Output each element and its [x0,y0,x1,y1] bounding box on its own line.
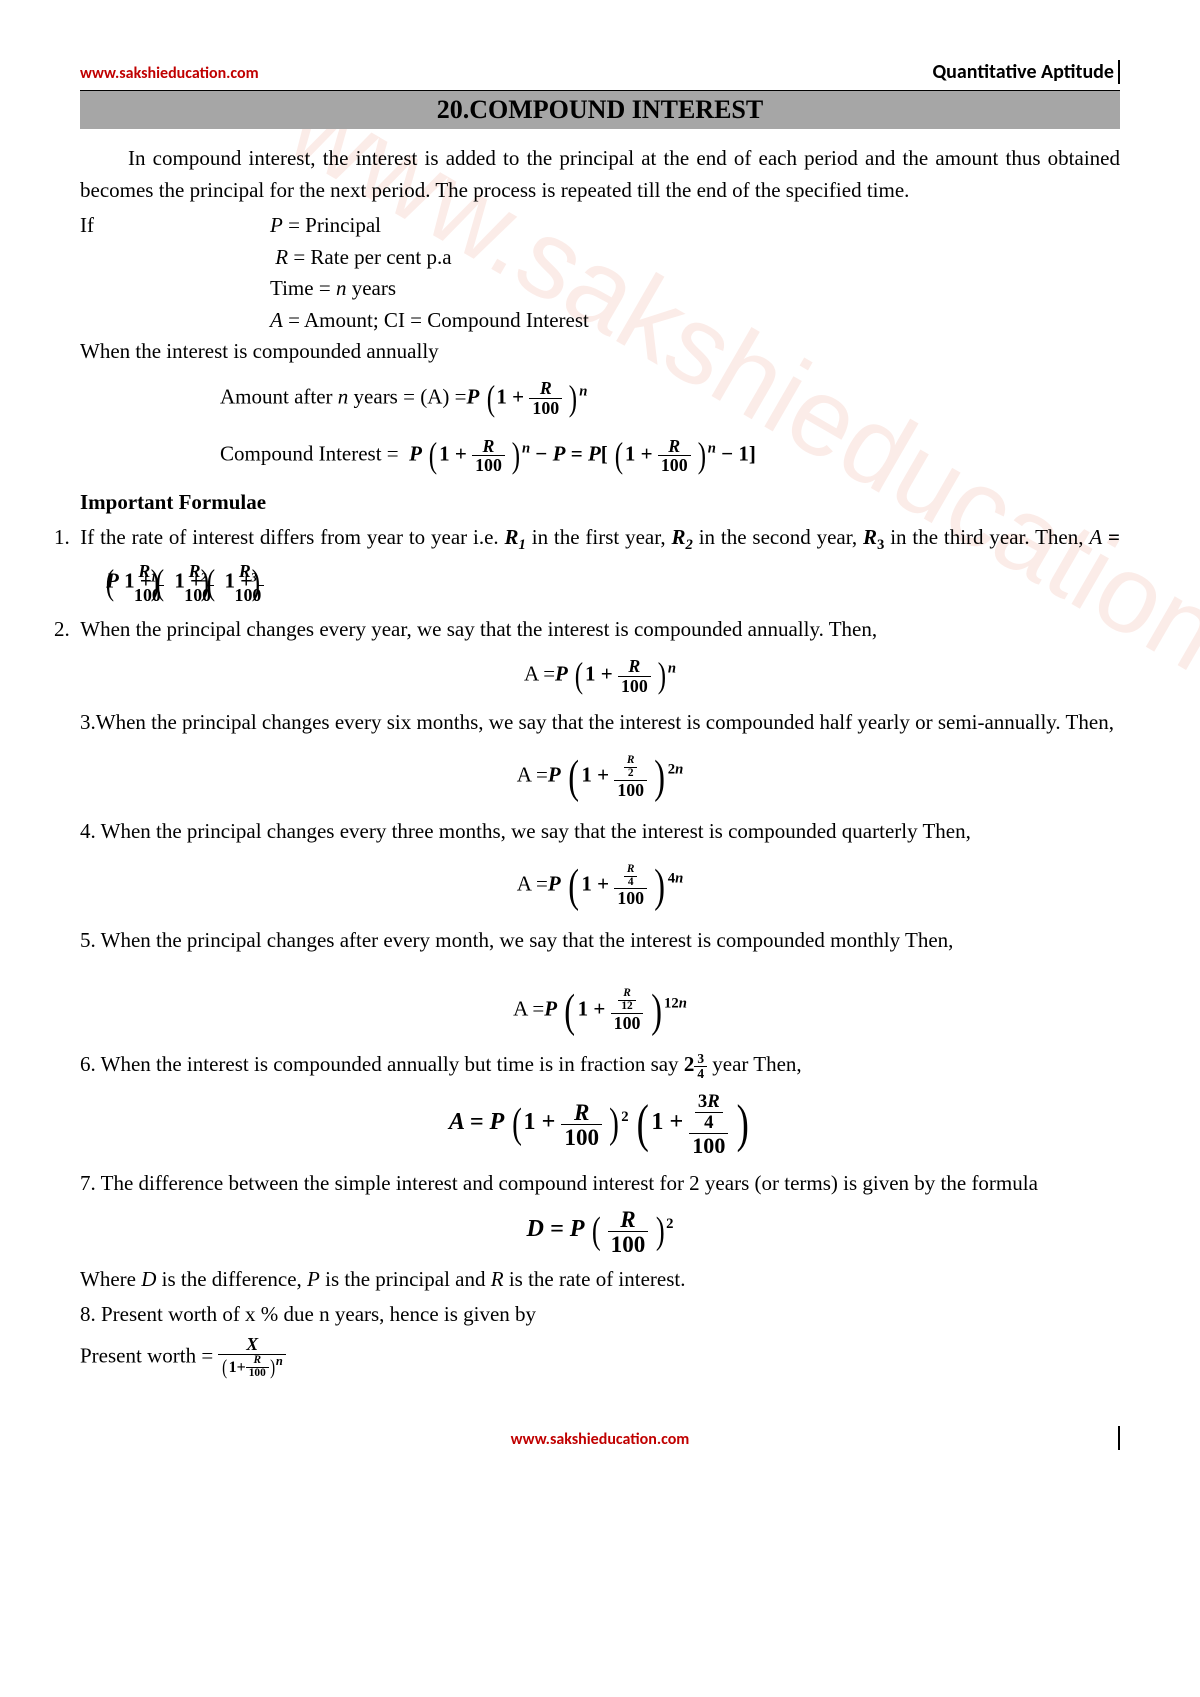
footer-url: www.sakshieducation.com [511,1430,690,1449]
page-footer: www.sakshieducation.com [80,1430,1120,1449]
def-amount: A = Amount; CI = Compound Interest [270,305,589,337]
formula-amount-annual: Amount after n years = (A) =P (1 + R100 … [80,372,1120,426]
header-subject: Quantitative Aptitude [932,60,1120,84]
formula-7-eq: D = P ( R100 )2 [80,1203,1120,1260]
important-formulae-heading: Important Formulae [80,487,1120,519]
def-principal: P = Principal [270,210,381,242]
formula-5: 5. When the principal changes after ever… [80,925,1120,957]
formula-5-eq: A =P (1 + R12100 )12n [80,976,1120,1045]
header-url: www.sakshieducation.com [80,64,259,83]
def-rate: R = Rate per cent p.a [270,242,452,274]
formula-8: 8. Present worth of x % due n years, hen… [80,1299,1120,1331]
formula-2-eq: A =P (1 + R100 )n [80,649,1120,703]
annual-heading: When the interest is compounded annually [80,336,1120,368]
formula-7-note: Where D is the difference, P is the prin… [80,1264,1120,1296]
formula-2: 2. When the principal changes every year… [80,614,1120,646]
document-body: In compound interest, the interest is ad… [80,143,1120,1380]
formula-7: 7. The difference between the simple int… [80,1168,1120,1200]
formula-4: 4. When the principal changes every thre… [80,816,1120,848]
formula-3: 3.When the principal changes every six m… [80,707,1120,739]
formula-8-eq: Present worth = X (1+R100)n [80,1335,1120,1380]
formula-6-eq: A = P (1 + R100 )2 (1 + 3R4100 ) [80,1085,1120,1164]
formula-ci-annual: Compound Interest = P (1 + R100 )n − P =… [80,429,1120,483]
page-header: www.sakshieducation.com Quantitative Apt… [80,60,1120,84]
formula-6: 6. When the interest is compounded annua… [80,1049,1120,1081]
label-if: If [80,210,270,242]
formula-3-eq: A =P (1 + R2100 )2n [80,742,1120,811]
formula-1: 1. If the rate of interest differs from … [80,522,1120,610]
chapter-title: 20.COMPOUND INTEREST [80,90,1120,129]
def-time: Time = n years [270,273,396,305]
intro-paragraph: In compound interest, the interest is ad… [80,143,1120,206]
formula-4-eq: A =P (1 + R4100 )4n [80,851,1120,920]
